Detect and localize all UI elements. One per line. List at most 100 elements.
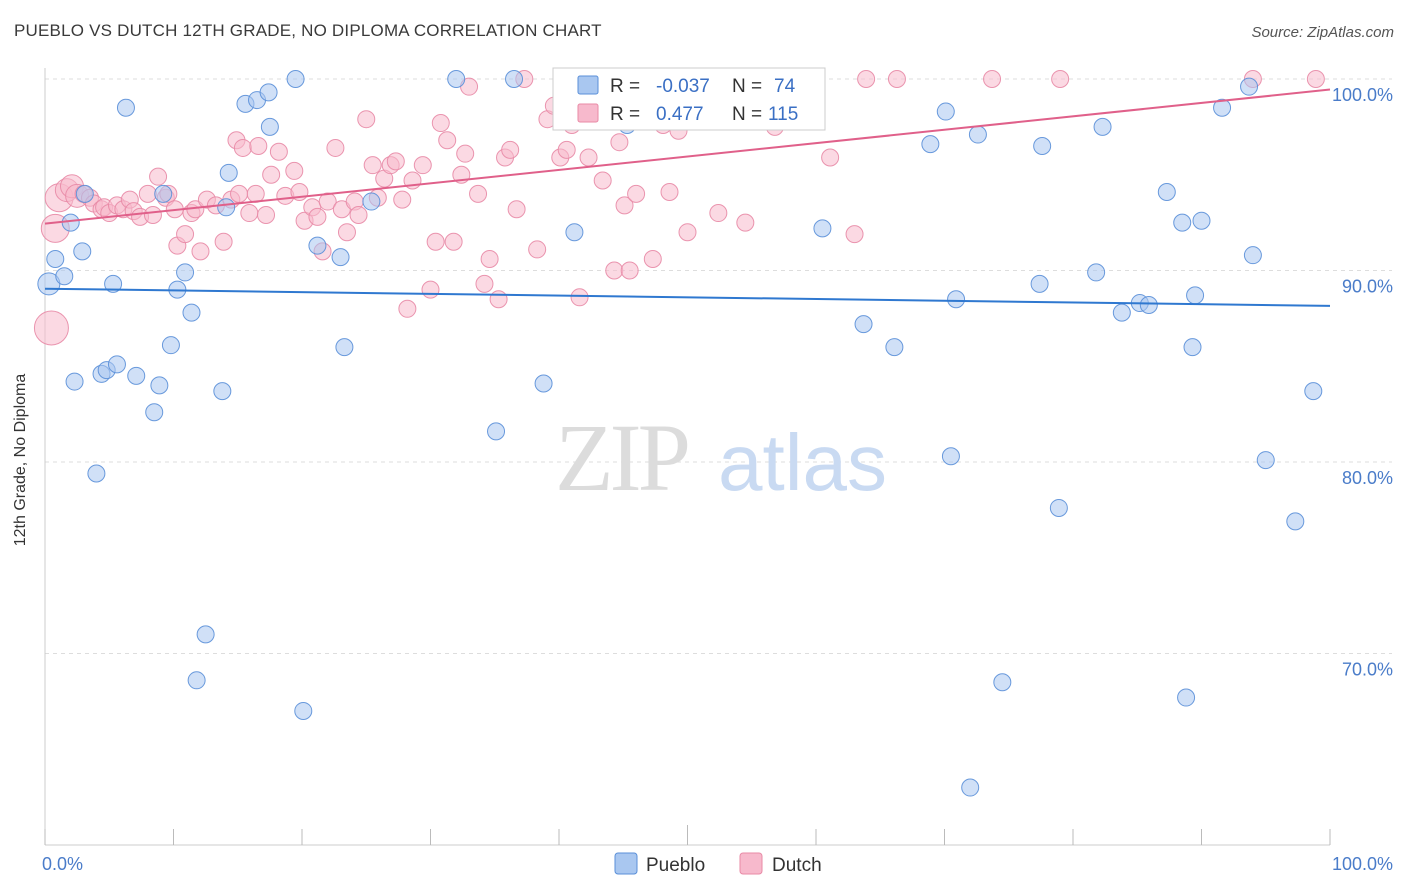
pueblo-point (219, 163, 238, 182)
dutch-point (337, 223, 356, 242)
dutch-point (678, 223, 697, 242)
dutch-point (456, 144, 475, 163)
dutch-point (431, 114, 450, 133)
gridlines (45, 78, 1392, 654)
pueblo-point (565, 223, 584, 242)
dutch-point (285, 161, 304, 180)
dutch-point (643, 250, 662, 269)
pueblo-point (75, 184, 94, 203)
dutch-point (570, 288, 589, 307)
dutch-point (398, 299, 417, 318)
dutch-point (480, 250, 499, 269)
pueblo-point (1033, 137, 1052, 156)
dutch-points (33, 70, 1325, 346)
dutch-point (257, 205, 276, 224)
dutch-point (386, 152, 405, 171)
pueblo-point (968, 125, 987, 144)
pueblo-point (55, 267, 74, 286)
watermark-atlas: atlas (718, 418, 887, 507)
pueblo-point (335, 338, 354, 357)
pueblo-point (1177, 688, 1196, 707)
legend-n-label-2: N = (732, 104, 762, 125)
dutch-point (363, 156, 382, 175)
pueblo-point (161, 336, 180, 355)
dutch-point (357, 110, 376, 129)
dutch-point (421, 280, 440, 299)
pueblo-point (1243, 246, 1262, 265)
dutch-point (857, 70, 876, 88)
watermark: ZIP atlas (555, 404, 887, 511)
dutch-point (149, 167, 168, 186)
pueblo-point (127, 366, 146, 385)
legend-dutch-swatch[interactable] (739, 852, 763, 875)
legend-pueblo-swatch[interactable] (614, 852, 638, 875)
source-label: Source: ZipAtlas.com (1251, 24, 1394, 41)
dutch-point (507, 200, 526, 219)
pueblo-point (936, 102, 955, 121)
y-tick-label-80: 80.0% (1342, 468, 1393, 488)
dutch-point (709, 204, 728, 223)
legend-n-label-1: N = (732, 76, 762, 97)
dutch-point (528, 240, 547, 259)
y-tick-label-90: 90.0% (1342, 277, 1393, 297)
pueblo-point (1093, 117, 1112, 136)
dutch-point (413, 156, 432, 175)
pueblo-point (260, 117, 279, 136)
dutch-point (579, 148, 598, 167)
pueblo-point (1286, 512, 1305, 531)
pueblo-point (213, 382, 232, 401)
pueblo-point (1304, 382, 1323, 401)
dutch-point (469, 184, 488, 203)
y-tick-label-70: 70.0% (1342, 660, 1393, 680)
dutch-point (349, 205, 368, 224)
dutch-point (426, 232, 445, 251)
dutch-point (557, 140, 576, 159)
pueblo-point (182, 303, 201, 322)
pueblo-point (331, 248, 350, 267)
legend-r-label-1: R = (610, 76, 640, 97)
dutch-point (660, 182, 679, 201)
pueblo-point (1157, 182, 1176, 201)
pueblo-point (65, 372, 84, 391)
series-legend: Pueblo Dutch (614, 852, 822, 876)
pueblo-point (941, 447, 960, 466)
pueblo-point (150, 376, 169, 395)
dutch-trendline (44, 88, 1331, 225)
dutch-point (845, 225, 864, 244)
pueblo-point (1112, 303, 1131, 322)
dutch-point (393, 190, 412, 209)
dutch-point (33, 310, 69, 346)
correlation-legend: R = -0.037 N = 74 R = 0.477 N = 115 (552, 67, 826, 131)
dutch-point (501, 140, 520, 159)
pueblo-point (87, 464, 106, 483)
pueblo-point (145, 403, 164, 422)
dutch-point (176, 225, 195, 244)
chart-title: PUEBLO VS DUTCH 12TH GRADE, NO DIPLOMA C… (14, 21, 602, 40)
dutch-point (444, 232, 463, 251)
dutch-point (233, 138, 252, 157)
pueblo-point (1186, 286, 1205, 305)
dutch-point (240, 204, 259, 223)
dutch-point (1051, 70, 1070, 88)
pueblo-point (73, 242, 92, 261)
pueblo-point (1030, 274, 1049, 293)
dutch-point (246, 184, 265, 203)
dutch-point (610, 133, 629, 152)
pueblo-point (116, 98, 135, 117)
dutch-point (489, 290, 508, 309)
pueblo-point (46, 250, 65, 269)
pueblo-point (61, 213, 80, 232)
pueblo-point (854, 315, 873, 334)
pueblo-point (107, 355, 126, 374)
x-tick-label-max: 100.0% (1332, 854, 1393, 874)
dutch-point (438, 131, 457, 150)
dutch-point (214, 232, 233, 251)
legend-n-value-2: 115 (768, 104, 798, 125)
pueblo-point (196, 625, 215, 644)
pueblo-point (947, 290, 966, 309)
dutch-point (262, 165, 281, 184)
pueblo-point (447, 70, 466, 88)
dutch-point (475, 274, 494, 293)
pueblo-point (993, 673, 1012, 692)
dutch-point (191, 242, 210, 261)
